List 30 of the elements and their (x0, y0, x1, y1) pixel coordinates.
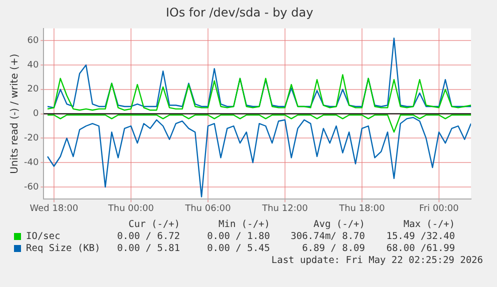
y-tick-label: -40 (24, 158, 39, 168)
y-tick-label: 60 (27, 36, 39, 46)
y-tick-label: 20 (27, 84, 39, 95)
y-tick-label: -20 (24, 134, 39, 144)
text: 6.89 / 8.09 (302, 243, 365, 254)
y-axis-title: Units read (-) / write (+) (10, 54, 21, 174)
text: Min (-/+) (218, 219, 270, 230)
text: Last update: Fri May 22 02:25:29 2026 (271, 255, 483, 266)
x-tick-label: Fri 00:00 (419, 204, 459, 214)
x-tick-label: Thu 00:00 (107, 204, 154, 214)
x-tick-label: Thu 18:00 (338, 204, 386, 214)
x-tick-label: Thu 06:00 (184, 204, 232, 214)
text: Avg (-/+) (314, 219, 365, 230)
text: Cur (-/+) (128, 219, 180, 230)
y-tick-label: -60 (24, 182, 39, 192)
text: 0.00 / 1.80 (207, 231, 270, 242)
legend-label: IO/sec (26, 231, 60, 243)
text: 68.00 /61.99 (386, 243, 455, 254)
y-tick-label: 40 (27, 60, 39, 70)
y-tick-label: 0 (32, 109, 39, 120)
text: 0.00 / 5.45 (207, 243, 270, 254)
x-tick-label: Thu 12:00 (261, 204, 308, 214)
text: 0.00 / 5.81 (117, 243, 180, 254)
chart-title: IOs for /dev/sda - by day (166, 5, 314, 20)
legend-label: Req Size (KB) (26, 243, 100, 255)
text: 0.00 / 6.72 (117, 231, 180, 242)
text: 306.74m/ 8.70 (290, 231, 365, 242)
text: Max (-/+) (404, 219, 455, 230)
x-tick-label: Wed 18:00 (30, 204, 78, 214)
text: 15.49 /32.40 (386, 231, 455, 242)
